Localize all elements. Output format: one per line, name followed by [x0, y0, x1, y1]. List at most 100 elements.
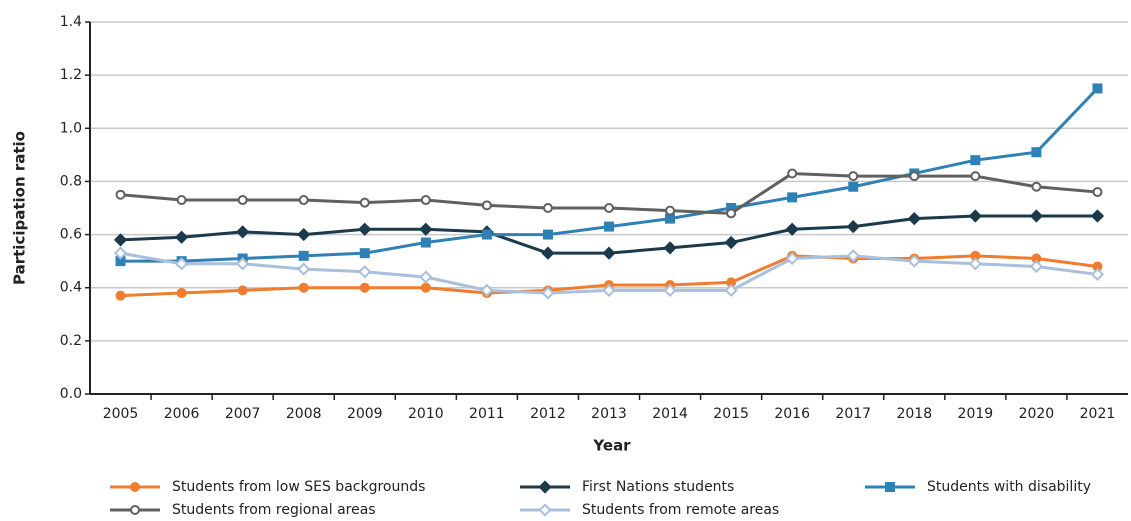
marker [846, 219, 860, 234]
marker [130, 482, 140, 492]
x-tick-label: 2015 [713, 406, 749, 422]
marker [236, 225, 250, 239]
marker [846, 249, 860, 263]
x-tick-label: 2013 [591, 406, 627, 422]
marker [174, 230, 189, 244]
marker [298, 282, 309, 293]
marker [358, 265, 372, 279]
marker [787, 192, 798, 203]
marker [1092, 187, 1103, 198]
marker [665, 205, 676, 216]
y-tick-label: 1.2 [60, 67, 82, 83]
x-tick-label: 2008 [286, 406, 322, 422]
y-tick-label: 0.8 [60, 173, 82, 189]
marker [297, 262, 311, 276]
marker [542, 229, 553, 240]
marker [602, 246, 616, 260]
legend-label: Students from low SES backgrounds [172, 479, 425, 495]
y-tick-label: 0.2 [60, 333, 82, 349]
marker [1029, 259, 1044, 274]
marker [970, 155, 981, 166]
marker [885, 482, 895, 492]
legend-label: First Nations students [582, 479, 734, 495]
x-tick-label: 2005 [103, 406, 139, 422]
marker [176, 288, 187, 299]
marker [726, 208, 737, 219]
marker [480, 283, 494, 297]
marker [1031, 181, 1042, 192]
marker [359, 282, 370, 293]
marker [359, 197, 370, 208]
marker [787, 168, 798, 179]
x-tick-label: 2019 [958, 406, 994, 422]
y-tick-label: 1.0 [60, 120, 82, 136]
marker [236, 257, 250, 271]
marker [848, 171, 859, 182]
y-tick-label: 0.4 [60, 280, 82, 296]
marker [1031, 147, 1042, 158]
y-axis-title: Participation ratio [11, 131, 29, 285]
x-tick-label: 2010 [408, 406, 444, 422]
x-axis-title: Year [592, 437, 631, 455]
y-tick-label: 0.6 [60, 227, 82, 243]
marker [968, 209, 982, 223]
marker [785, 251, 799, 266]
marker [541, 286, 555, 300]
marker [481, 200, 492, 211]
marker [358, 222, 372, 236]
y-tick-label: 1.4 [60, 14, 82, 30]
marker [115, 189, 126, 200]
marker [968, 257, 982, 271]
x-tick-label: 2009 [347, 406, 383, 422]
marker [420, 237, 431, 248]
marker [970, 171, 981, 182]
marker [419, 270, 433, 284]
marker [481, 229, 492, 240]
marker [297, 227, 311, 242]
marker [237, 195, 248, 206]
legend-label: Students from regional areas [172, 502, 376, 518]
marker [848, 181, 859, 192]
x-tick-label: 2012 [530, 406, 566, 422]
x-tick-label: 2018 [896, 406, 932, 422]
legend-label: Students from remote areas [582, 502, 779, 518]
marker [541, 246, 555, 260]
x-tick-label: 2011 [469, 406, 505, 422]
marker [420, 282, 431, 293]
marker [907, 254, 921, 268]
marker [1090, 267, 1105, 282]
marker [174, 257, 189, 271]
x-tick-label: 2021 [1080, 406, 1116, 422]
marker [604, 203, 614, 213]
marker [176, 195, 187, 206]
marker [663, 283, 677, 297]
marker [115, 290, 126, 301]
marker [359, 248, 370, 259]
marker [724, 235, 738, 250]
x-tick-label: 2017 [835, 406, 871, 422]
x-tick-label: 2014 [652, 406, 688, 422]
marker [604, 221, 614, 232]
marker [298, 250, 309, 261]
marker [419, 222, 433, 236]
marker [1029, 209, 1044, 223]
y-tick-label: 0.0 [60, 386, 82, 402]
marker [237, 285, 248, 296]
marker [113, 246, 128, 260]
marker [538, 503, 552, 517]
marker [130, 505, 140, 515]
marker [785, 222, 799, 236]
marker [1092, 83, 1103, 94]
marker [113, 233, 128, 247]
legend-label: Students with disability [927, 479, 1091, 495]
x-tick-label: 2016 [774, 406, 810, 422]
marker [1090, 209, 1105, 223]
x-tick-label: 2007 [225, 406, 261, 422]
marker [538, 480, 552, 494]
marker [420, 195, 431, 206]
marker [298, 195, 309, 206]
marker [665, 213, 676, 224]
marker [907, 212, 921, 226]
x-tick-label: 2020 [1019, 406, 1055, 422]
